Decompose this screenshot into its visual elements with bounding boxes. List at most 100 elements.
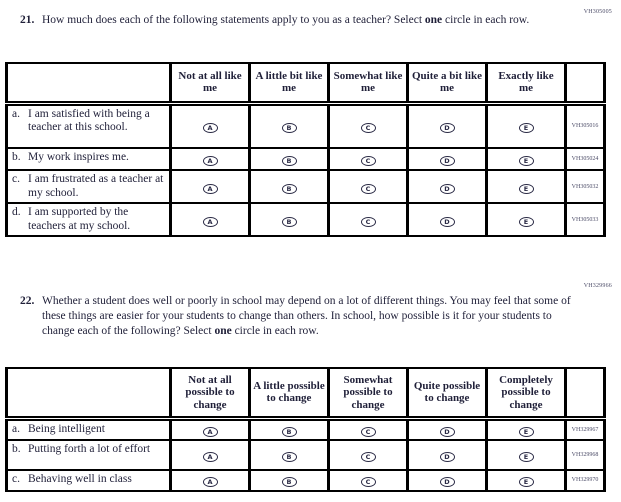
option-circle-d[interactable]: D (439, 426, 455, 437)
option-circle-b[interactable]: B (281, 123, 297, 134)
option-circle-c[interactable]: C (360, 156, 376, 166)
q21-header-row: Not at all like me A little bit like me … (5, 62, 606, 106)
q21-row-c-code: VH305032 (564, 169, 606, 204)
q21-row-b-code: VH305024 (564, 147, 606, 171)
q21-c-option-cell-a: A (169, 169, 251, 204)
q21-d-option-cell-a: A (169, 202, 251, 237)
option-circle-d[interactable]: D (439, 183, 455, 194)
option-circle-a[interactable]: A (202, 451, 218, 462)
row-text: My work inspires me. (28, 151, 129, 163)
row-letter: b. (12, 442, 21, 455)
q21-c-option-cell-b: B (248, 169, 330, 204)
q21-a-option-cell-c: C (327, 102, 409, 149)
row-text: Being intelligent (28, 422, 105, 435)
q22-row-a-statement: a. Being intelligent (5, 417, 172, 441)
option-circle-b[interactable]: B (281, 216, 297, 227)
q21-number: 21. (20, 14, 35, 26)
option-circle-d[interactable]: D (439, 477, 455, 487)
q22-row-b: b. Putting forth a lot of effort A B C D … (5, 438, 606, 471)
option-circle-a[interactable]: A (202, 477, 218, 487)
q22-b-option-cell-b: B (248, 438, 330, 471)
q21-row-b-statement: b. My work inspires me. (5, 147, 172, 171)
q22-c-option-cell-b: B (248, 468, 330, 492)
option-circle-c[interactable]: C (360, 426, 376, 437)
row-text: I am supported by the teachers at my sch… (28, 206, 131, 232)
q22-header-row: Not at all possible to change A little p… (5, 367, 606, 421)
q22-a-option-cell-e: E (485, 417, 567, 441)
q22-b-option-cell-c: C (327, 438, 409, 471)
q22-row-c: c. Behaving well in class A B C D E VH329… (5, 468, 606, 492)
q21-b-option-cell-b: B (248, 147, 330, 171)
q21-c-option-cell-d: D (406, 169, 488, 204)
q21-a-option-cell-b: B (248, 102, 330, 149)
q22-a-option-cell-a: A (169, 417, 251, 441)
option-circle-a[interactable]: A (202, 426, 218, 437)
option-circle-e[interactable]: E (518, 426, 534, 437)
option-circle-e[interactable]: E (518, 477, 534, 487)
option-circle-e[interactable]: E (518, 216, 534, 227)
q21-prompt-after: circle in each row. (442, 14, 530, 26)
q22-number: 22. (20, 295, 35, 307)
row-letter: c. (12, 472, 20, 485)
q21-b-option-cell-e: E (485, 147, 567, 171)
q22-col-header-4: Quite possible to change (406, 367, 488, 421)
q22-a-option-cell-b: B (248, 417, 330, 441)
q22-row-a-code: VH329967 (564, 417, 606, 441)
q21-prompt-before: How much does each of the following stat… (42, 14, 425, 26)
q22-col-header-2: A little possible to change (248, 367, 330, 421)
q21-response-table: Not at all like me A little bit like me … (5, 62, 606, 237)
q21-row-b: b. My work inspires me. A B C D E VH30502… (5, 147, 606, 171)
option-circle-a[interactable]: A (202, 123, 218, 134)
q21-col-header-3: Somewhat like me (327, 62, 409, 106)
option-circle-a[interactable]: A (202, 216, 218, 227)
q21-d-option-cell-c: C (327, 202, 409, 237)
option-circle-a[interactable]: A (202, 183, 218, 194)
option-circle-c[interactable]: C (360, 183, 376, 194)
q21-prompt-text: How much does each of the following stat… (42, 13, 570, 28)
q21-accession-code: VH305005 (583, 9, 612, 15)
option-circle-e[interactable]: E (518, 451, 534, 462)
q21-prompt: 21. How much does each of the following … (20, 13, 570, 28)
q22-accession-code: VH329966 (583, 283, 612, 289)
q21-row-a-statement: a. I am satisfied with being a teacher at… (5, 102, 172, 149)
row-text: I am frustrated as a teacher at my schoo… (28, 173, 164, 199)
q22-header-code-col (564, 367, 606, 421)
option-circle-d[interactable]: D (439, 123, 455, 134)
q22-b-option-cell-a: A (169, 438, 251, 471)
option-circle-e[interactable]: E (518, 183, 534, 194)
q21-prompt-bold: one (424, 14, 443, 26)
q21-b-option-cell-a: A (169, 147, 251, 171)
option-circle-d[interactable]: D (439, 451, 455, 462)
q21-row-d-code: VH305033 (564, 202, 606, 237)
option-circle-d[interactable]: D (439, 156, 455, 166)
option-circle-a[interactable]: A (202, 156, 218, 166)
q21-d-option-cell-d: D (406, 202, 488, 237)
row-text: I am satisfied with being a teacher at t… (28, 107, 150, 134)
option-circle-c[interactable]: C (360, 451, 376, 462)
option-circle-c[interactable]: C (360, 123, 376, 134)
q21-col-header-2: A little bit like me (248, 62, 330, 106)
q21-b-option-cell-d: D (406, 147, 488, 171)
q22-col-header-5: Completely possible to change (485, 367, 567, 421)
option-circle-e[interactable]: E (518, 123, 534, 134)
q21-row-a: a. I am satisfied with being a teacher at… (5, 102, 606, 149)
option-circle-b[interactable]: B (281, 156, 297, 166)
q22-a-option-cell-c: C (327, 417, 409, 441)
q22-row-b-statement: b. Putting forth a lot of effort (5, 438, 172, 471)
option-circle-b[interactable]: B (281, 183, 297, 194)
option-circle-c[interactable]: C (360, 216, 376, 227)
option-circle-b[interactable]: B (281, 451, 297, 462)
q21-header-code-col (564, 62, 606, 106)
q22-c-option-cell-e: E (485, 468, 567, 492)
option-circle-e[interactable]: E (518, 156, 534, 166)
q21-row-d-statement: d. I am supported by the teachers at my s… (5, 202, 172, 237)
q22-prompt-text: Whether a student does well or poorly in… (42, 294, 572, 339)
q22-c-option-cell-d: D (406, 468, 488, 492)
option-circle-b[interactable]: B (281, 426, 297, 437)
option-circle-c[interactable]: C (360, 477, 376, 487)
row-letter: d. (12, 206, 21, 218)
q22-col-header-3: Somewhat possible to change (327, 367, 409, 421)
option-circle-d[interactable]: D (439, 216, 455, 227)
option-circle-b[interactable]: B (281, 477, 297, 487)
q21-a-option-cell-e: E (485, 102, 567, 149)
